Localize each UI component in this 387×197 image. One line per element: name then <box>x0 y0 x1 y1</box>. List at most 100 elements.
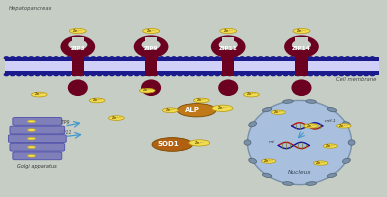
Circle shape <box>197 57 201 59</box>
Circle shape <box>48 57 52 59</box>
Circle shape <box>221 57 226 59</box>
Circle shape <box>35 73 39 76</box>
Circle shape <box>153 57 158 59</box>
Ellipse shape <box>69 29 86 33</box>
Circle shape <box>308 73 312 76</box>
Text: Zn$^{2+}$: Zn$^{2+}$ <box>111 114 122 122</box>
Text: Golgi apparatus: Golgi apparatus <box>17 164 57 169</box>
FancyBboxPatch shape <box>9 135 66 142</box>
Ellipse shape <box>27 154 36 157</box>
Circle shape <box>166 73 170 76</box>
Circle shape <box>190 73 195 76</box>
Circle shape <box>122 73 127 76</box>
Circle shape <box>184 73 188 76</box>
Text: Zn$^{2+}$: Zn$^{2+}$ <box>246 91 257 98</box>
Circle shape <box>17 57 21 59</box>
Circle shape <box>60 73 64 76</box>
Ellipse shape <box>262 107 272 112</box>
Circle shape <box>296 73 300 76</box>
Circle shape <box>67 73 70 76</box>
FancyBboxPatch shape <box>10 126 65 134</box>
Circle shape <box>17 73 21 76</box>
Text: Zn$^{2+}$: Zn$^{2+}$ <box>325 142 336 150</box>
Text: ALP: ALP <box>185 107 200 113</box>
Ellipse shape <box>323 144 337 148</box>
Circle shape <box>190 57 195 59</box>
Bar <box>5 74 378 75</box>
Circle shape <box>178 73 182 76</box>
Circle shape <box>228 57 232 59</box>
Ellipse shape <box>108 116 124 120</box>
Circle shape <box>135 73 139 76</box>
Circle shape <box>172 57 176 59</box>
Circle shape <box>110 73 114 76</box>
Ellipse shape <box>249 158 257 163</box>
Text: Zn$^{2+}$: Zn$^{2+}$ <box>142 87 152 94</box>
Circle shape <box>333 73 337 76</box>
Text: Zn$^{2+}$: Zn$^{2+}$ <box>217 105 228 112</box>
Ellipse shape <box>68 40 87 50</box>
Bar <box>72 53 84 76</box>
Ellipse shape <box>220 29 237 33</box>
Circle shape <box>333 57 337 59</box>
Text: Zn$^{2+}$: Zn$^{2+}$ <box>34 91 45 98</box>
Text: ZIP9: ZIP9 <box>59 120 70 125</box>
Text: Nucleus: Nucleus <box>288 170 311 175</box>
Text: Hepatopancreas: Hepatopancreas <box>9 6 52 11</box>
Circle shape <box>209 73 213 76</box>
Circle shape <box>128 73 133 76</box>
Circle shape <box>153 73 158 76</box>
Circle shape <box>41 57 46 59</box>
Bar <box>295 37 308 44</box>
Circle shape <box>141 57 145 59</box>
Circle shape <box>370 73 375 76</box>
Circle shape <box>79 57 83 59</box>
Ellipse shape <box>342 158 350 163</box>
Circle shape <box>352 73 356 76</box>
Circle shape <box>327 57 331 59</box>
Ellipse shape <box>219 40 238 50</box>
Circle shape <box>252 73 257 76</box>
Circle shape <box>364 73 368 76</box>
Ellipse shape <box>212 105 233 112</box>
Text: Zn$^{2+}$: Zn$^{2+}$ <box>315 159 326 167</box>
Ellipse shape <box>27 137 36 140</box>
Bar <box>5 57 378 59</box>
Bar <box>145 37 157 44</box>
Circle shape <box>339 57 344 59</box>
Ellipse shape <box>306 182 317 185</box>
Circle shape <box>147 73 151 76</box>
Circle shape <box>315 57 319 59</box>
Ellipse shape <box>283 100 293 103</box>
Ellipse shape <box>262 173 272 177</box>
Ellipse shape <box>313 161 328 165</box>
Text: Zn$^{2+}$: Zn$^{2+}$ <box>296 27 307 35</box>
Text: ZIP9: ZIP9 <box>144 46 158 51</box>
Circle shape <box>10 73 15 76</box>
Circle shape <box>116 73 120 76</box>
Text: ZIP11: ZIP11 <box>58 130 72 135</box>
Ellipse shape <box>189 140 210 146</box>
Ellipse shape <box>142 40 161 50</box>
Circle shape <box>159 73 164 76</box>
Circle shape <box>352 57 356 59</box>
Text: Zn$^{2+}$: Zn$^{2+}$ <box>306 122 317 130</box>
Circle shape <box>234 73 238 76</box>
Ellipse shape <box>327 173 337 177</box>
Circle shape <box>321 57 325 59</box>
Bar <box>222 53 235 76</box>
Circle shape <box>315 73 319 76</box>
Ellipse shape <box>27 146 36 149</box>
Ellipse shape <box>68 79 88 96</box>
Circle shape <box>346 57 350 59</box>
Circle shape <box>141 73 145 76</box>
Circle shape <box>128 57 133 59</box>
Ellipse shape <box>27 129 36 131</box>
Circle shape <box>327 73 331 76</box>
FancyBboxPatch shape <box>13 152 62 160</box>
Circle shape <box>289 73 294 76</box>
Circle shape <box>271 57 275 59</box>
Circle shape <box>172 73 176 76</box>
Circle shape <box>346 73 350 76</box>
Ellipse shape <box>211 35 246 58</box>
